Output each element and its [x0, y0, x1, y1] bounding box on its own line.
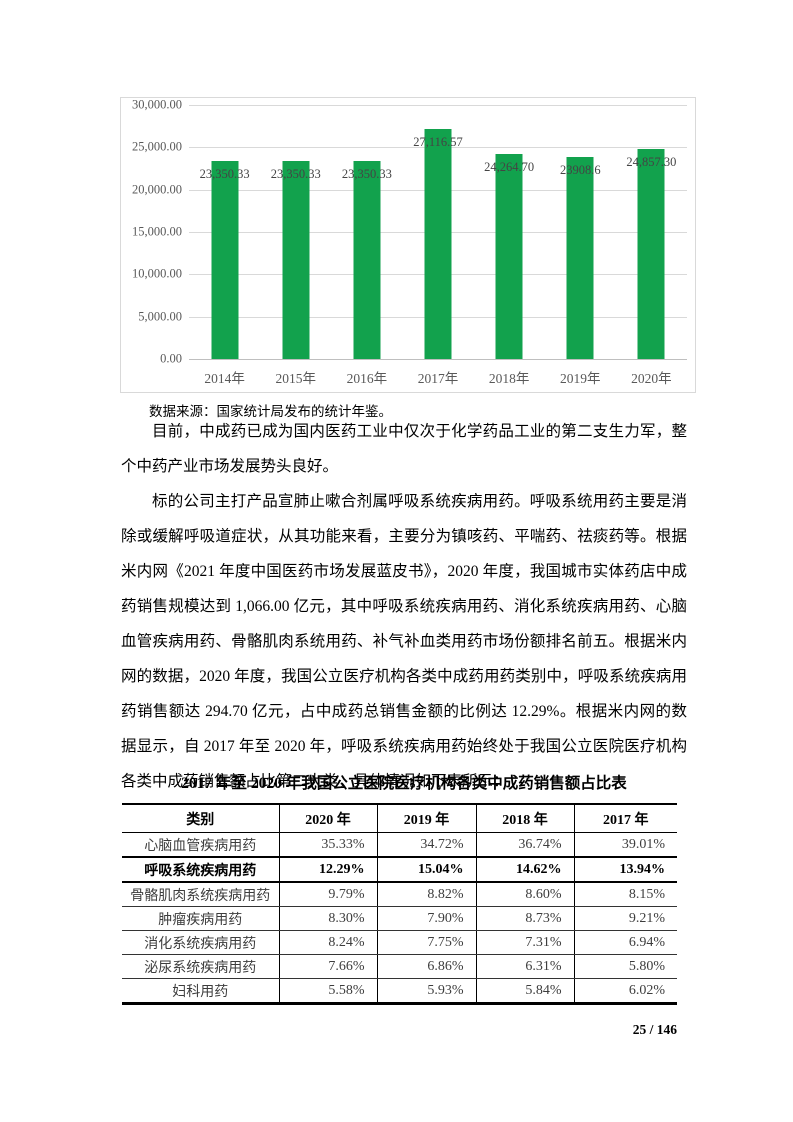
bar-2017年: [424, 129, 452, 359]
value-cell: 5.58%: [279, 978, 378, 1004]
category-cell: 消化系统疾病用药: [122, 930, 280, 955]
category-cell: 泌尿系统疾病用药: [122, 954, 280, 979]
value-cell: 6.31%: [476, 954, 575, 979]
x-tick-label: 2020年: [631, 371, 672, 386]
value-cell: 8.60%: [476, 882, 575, 907]
value-cell: 15.04%: [377, 856, 477, 883]
x-tick-label: 2015年: [275, 371, 316, 386]
bar-value-label: 23,350.33: [341, 167, 392, 182]
share-of-sales-table: 类别 2020 年 2019 年 2018 年 2017 年 心脑血管疾病用药 35.33…: [122, 803, 677, 1005]
bar-value-label: 27,116.57: [413, 135, 463, 150]
bar-2020年: [637, 148, 665, 359]
bar-2014年: [211, 161, 239, 359]
value-cell: 6.02%: [628, 982, 665, 998]
header-cell: 2020 年: [279, 804, 378, 833]
x-tick-label: 2018年: [488, 371, 530, 386]
table-body: 心脑血管疾病用药 35.33% 34.72% 36.74% 39.01% 呼吸系统疾病用药…: [122, 832, 677, 1004]
bar-slot: 23,350.33 2016年: [331, 105, 402, 386]
category-cell: 骨骼肌肉系统疾病用药: [122, 882, 280, 907]
table-header-row: 类别 2020 年 2019 年 2018 年 2017 年: [122, 804, 677, 833]
bar-slot: 23,350.33 2015年: [260, 105, 331, 386]
category-cell: 肿瘤疾病用药: [122, 906, 280, 931]
value-cell: 5.84%: [476, 978, 575, 1004]
value-cell: 6.94%: [574, 930, 677, 955]
table-row: 肿瘤疾病用药 8.30% 7.90% 8.73% 9.21%: [122, 906, 677, 931]
paragraph-2: 标的公司主打产品宣肺止嗽合剂属呼吸系统疾病用药。呼吸系统用药主要是消除或缓解呼吸…: [121, 493, 687, 790]
header-cell: 2019 年: [377, 804, 477, 833]
table-title: 2017 年至 2020 年我国公立医院医疗机构各类中成药销售额占比表: [181, 775, 627, 792]
category-cell: 呼吸系统疾病用药: [122, 856, 280, 883]
value-cell: 5.93%: [377, 978, 477, 1004]
value-cell: 14.62%: [476, 856, 575, 883]
y-tick-label: 0.00: [160, 351, 182, 366]
bar-slot: 23908.6 2019年: [545, 105, 616, 386]
header-cell: 2018 年: [476, 804, 575, 833]
x-tick-label: 2019年: [560, 371, 601, 386]
value-cell: 8.73%: [476, 906, 575, 931]
bar-2016年: [353, 161, 381, 359]
y-tick-label: 25,000.00: [132, 139, 182, 154]
table-row: 骨骼肌肉系统疾病用药 9.79% 8.82% 8.60% 8.15%: [122, 882, 677, 907]
header-cell: 2017 年: [574, 804, 677, 833]
bar-slot: 27,116.57 2017年: [402, 105, 473, 386]
value-cell: 35.33%: [279, 832, 378, 858]
table-row: 妇科用药 5.58% 5.93% 5.84% 6.02%: [122, 978, 677, 1004]
y-tick-label: 30,000.00: [132, 97, 182, 112]
x-tick-label: 2016年: [346, 371, 388, 386]
paragraph-1: 目前，中成药已成为国内医药工业中仅次于化学药品工业的第二支生力军，整个中药产业市…: [121, 423, 687, 475]
x-tick-label: 2014年: [204, 371, 245, 386]
y-tick-label: 5,000.00: [138, 309, 182, 324]
value-cell: 8.24%: [279, 930, 378, 955]
value-cell: 8.30%: [279, 906, 378, 931]
table-head: 类别 2020 年 2019 年 2018 年 2017 年: [122, 804, 677, 833]
value-cell: 7.66%: [279, 954, 378, 979]
value-cell: 9.21%: [574, 906, 677, 931]
bar-slot: 24,857.30 2020年: [616, 105, 687, 386]
table-row: 消化系统疾病用药 8.24% 7.75% 7.31% 6.94%: [122, 930, 677, 955]
bar-2018年: [495, 153, 523, 359]
value-cell: 7.90%: [377, 906, 477, 931]
bar-2015年: [282, 161, 310, 359]
category-cell: 心脑血管疾病用药: [122, 832, 280, 858]
data-source-note: 数据来源：国家统计局发布的统计年鉴。: [149, 404, 392, 419]
x-tick-label: 2017年: [417, 371, 459, 386]
value-cell: 12.29%: [279, 856, 378, 883]
value-cell: 9.79%: [279, 882, 378, 907]
value-cell: 6.86%: [377, 954, 477, 979]
gridline: [189, 105, 687, 106]
bar-slot: 23,350.33 2014年: [189, 105, 260, 386]
bar-chart: 0.00 5,000.00 10,000.00 15,000.00 20,000.00 2…: [120, 97, 696, 393]
value-cell: 13.94%: [574, 856, 677, 883]
table-row: 心脑血管疾病用药 35.33% 34.72% 36.74% 39.01%: [122, 832, 677, 858]
value-cell: 5.80%: [574, 954, 677, 979]
chart-plot-area: 0.00 5,000.00 10,000.00 15,000.00 20,000.00 2…: [132, 98, 687, 386]
table-row: 泌尿系统疾病用药 7.66% 6.86% 6.31% 5.80%: [122, 954, 677, 979]
y-tick-label: 15,000.00: [132, 224, 182, 239]
bar-value-label: 23908.6: [559, 162, 601, 177]
bar-value-label: 23,350.33: [270, 167, 321, 182]
value-cell: 34.72%: [377, 832, 477, 858]
page-number: 25 / 146: [632, 1022, 677, 1037]
bar-value-label: 24,857.30: [626, 154, 677, 169]
bar-2019年: [566, 156, 594, 359]
header-cell: 类别: [122, 804, 280, 833]
value-cell: 7.75%: [377, 930, 477, 955]
y-tick-label: 10,000.00: [132, 266, 182, 281]
value-cell: 8.82%: [377, 882, 477, 907]
category-cell: 妇科用药: [122, 978, 280, 1004]
value-cell: 39.01%: [574, 832, 677, 858]
bar-slot: 24,264.70 2018年: [474, 105, 545, 386]
x-axis-line: [189, 359, 687, 360]
value-cell: 36.74%: [476, 832, 575, 858]
value-cell: 8.15%: [574, 882, 677, 907]
table-row: 呼吸系统疾病用药 12.29% 15.04% 14.62% 13.94%: [122, 856, 677, 883]
bar-value-label: 23,350.33: [199, 167, 250, 182]
value-cell: 7.31%: [476, 930, 575, 955]
bar-value-label: 24,264.70: [484, 159, 535, 174]
y-tick-label: 20,000.00: [132, 182, 182, 197]
